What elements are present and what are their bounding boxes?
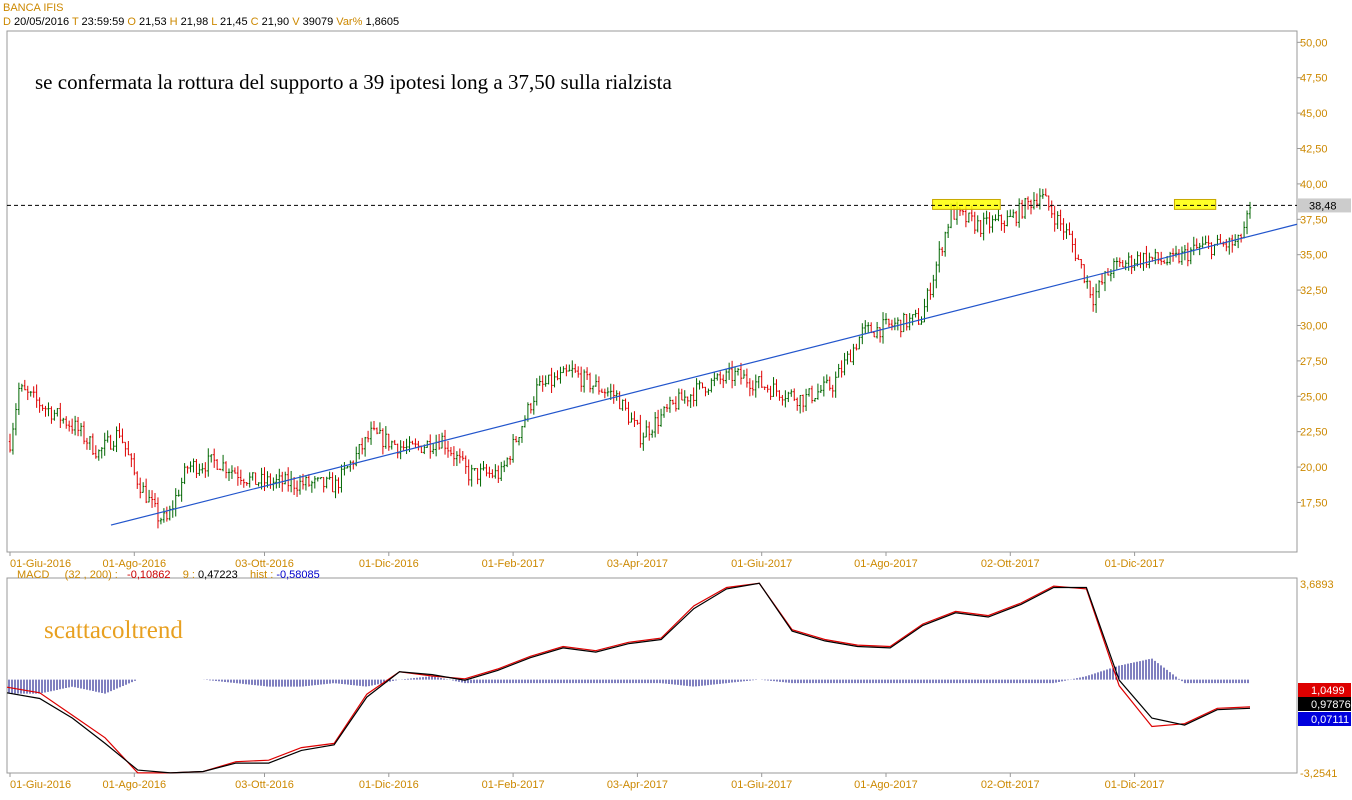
hist-label: hist : <box>250 569 274 581</box>
support-highlight <box>932 198 1001 210</box>
var-value: 1,8605 <box>365 16 400 28</box>
x-tick-label: 01-Ago-2017 <box>854 558 918 570</box>
high-label: H <box>169 16 178 28</box>
time-value: 23:59:59 <box>81 16 125 28</box>
support-highlight <box>1173 198 1217 210</box>
macd-tag-mid-label: 0,97876 <box>1311 699 1351 711</box>
macd-panel-frame <box>6 577 1298 774</box>
macd-tag-bot-label: 0,07111 <box>1311 714 1349 726</box>
x-tick-label: 01-Giu-2016 <box>10 558 71 570</box>
date-value: 20/05/2016 <box>14 16 70 28</box>
macd-x-tick-label: 03-Ott-2016 <box>235 779 294 791</box>
close-label: C <box>250 16 259 28</box>
macd-x-tick-label: 01-Giu-2017 <box>731 779 792 791</box>
y-tick-label: 37,50 <box>1300 214 1328 226</box>
candles-layer <box>8 188 1252 529</box>
y-tick-label: 50,00 <box>1300 37 1328 49</box>
y-tick-label: 47,50 <box>1300 73 1328 85</box>
x-tick-label: 01-Giu-2017 <box>731 558 792 570</box>
macd-x-tick-label: 03-Apr-2017 <box>607 779 668 791</box>
open-value: 21,53 <box>139 16 167 28</box>
signal-value: 0,47223 <box>198 569 238 581</box>
macd-histogram <box>8 658 1249 694</box>
macd-x-tick-label: 01-Ago-2016 <box>102 779 166 791</box>
x-tick-label: 01-Ago-2016 <box>102 558 166 570</box>
macd-line <box>6 582 1251 774</box>
high-value: 21,98 <box>180 16 209 28</box>
low-label: L <box>211 16 217 28</box>
macd-tag-top-box <box>1298 683 1351 697</box>
y-tick-label: 25,00 <box>1300 391 1328 403</box>
price-tag-label: 38,48 <box>1309 200 1337 212</box>
macd-header: MACD (32 , 200) : -0,10862 9 : 0,47223 h… <box>17 569 320 581</box>
x-tick-label: 02-Ott-2017 <box>981 558 1040 570</box>
macd-axis-min: -3,2541 <box>1300 768 1337 780</box>
macd-x-tick-label: 01-Ago-2017 <box>854 779 918 791</box>
y-tick-label: 30,00 <box>1300 320 1328 332</box>
macd-x-tick-label: 01-Giu-2016 <box>10 779 71 791</box>
macd-value: -0,10862 <box>127 569 171 581</box>
y-tick-label: 27,50 <box>1300 356 1328 368</box>
y-tick-label: 32,50 <box>1300 285 1328 297</box>
price-tag-box <box>1298 198 1351 213</box>
hist-value: -0,58085 <box>276 569 320 581</box>
macd-name: MACD <box>17 569 50 581</box>
y-tick-label: 20,00 <box>1300 462 1328 474</box>
macd-params: (32 , 200) : <box>64 569 118 581</box>
y-tick-label: 40,00 <box>1300 179 1328 191</box>
symbol-title: BANCA IFIS <box>3 2 64 14</box>
time-label: T <box>71 16 79 28</box>
date-label: D <box>3 16 11 28</box>
ohlc-header: D 20/05/2016 T 23:59:59 O 21,53 H 21,98 … <box>3 16 399 28</box>
trendline <box>110 223 1298 526</box>
macd-tag-mid-box <box>1298 697 1351 711</box>
x-tick-label: 01-Dic-2016 <box>359 558 419 570</box>
chart-annotation: se confermata la rottura del supporto a … <box>35 70 672 94</box>
macd-x-tick-label: 02-Ott-2017 <box>981 779 1040 791</box>
open-label: O <box>127 16 136 28</box>
macd-x-tick-label: 01-Feb-2017 <box>482 779 545 791</box>
volume-label: V <box>292 16 300 28</box>
y-tick-label: 35,00 <box>1300 250 1328 262</box>
macd-x-tick-label: 01-Dic-2016 <box>359 779 419 791</box>
close-value: 21,90 <box>261 16 290 28</box>
signal-label: 9 : <box>182 569 195 581</box>
low-value: 21,45 <box>220 16 248 28</box>
macd-x-tick-label: 01-Dic-2017 <box>1105 779 1165 791</box>
var-label: Var% <box>336 16 363 28</box>
macd-tag-top-label: 1,0499 <box>1311 685 1345 697</box>
macd-tag-bot-box <box>1298 712 1351 726</box>
y-tick-label: 22,50 <box>1300 427 1328 439</box>
macd-axis-max: 3,6893 <box>1300 579 1334 591</box>
y-tick-label: 17,50 <box>1300 497 1328 509</box>
x-tick-label: 01-Feb-2017 <box>482 558 545 570</box>
x-tick-label: 01-Dic-2017 <box>1105 558 1165 570</box>
x-tick-label: 03-Apr-2017 <box>607 558 668 570</box>
watermark: scattacoltrend <box>44 617 183 644</box>
x-tick-label: 03-Ott-2016 <box>235 558 294 570</box>
price-panel-frame <box>6 30 1298 553</box>
y-tick-label: 45,00 <box>1300 108 1328 120</box>
y-tick-label: 42,50 <box>1300 144 1328 156</box>
volume-value: 39079 <box>302 16 334 28</box>
